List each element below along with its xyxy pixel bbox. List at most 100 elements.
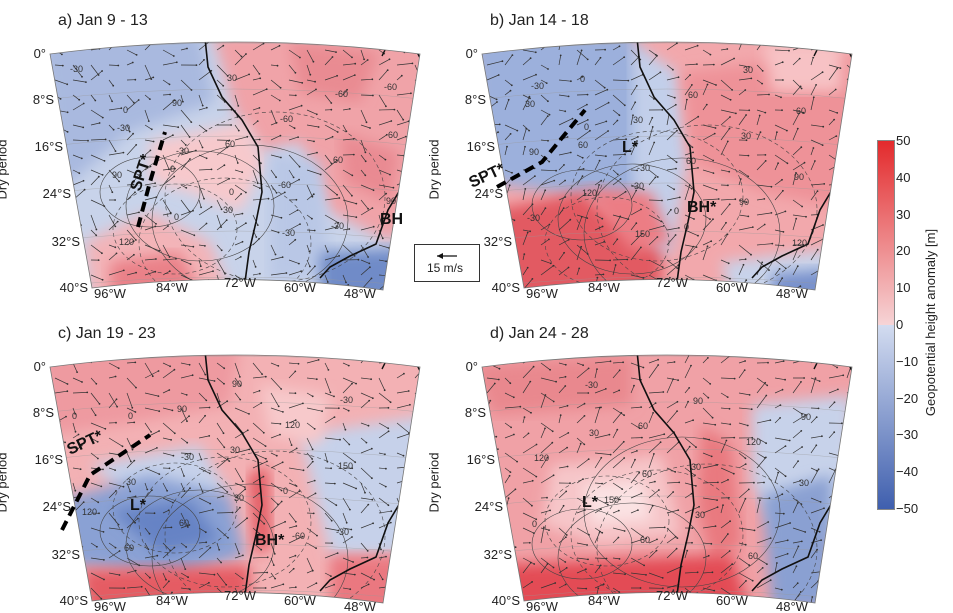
wind-vector [396,404,410,409]
wind-vector-head [656,176,659,178]
contour-label: -30 [282,228,295,238]
wind-vector-head [661,577,664,579]
wind-vector [54,467,63,477]
wind-vector [234,124,240,131]
wind-vector-head [239,384,242,387]
wind-vector-head [95,382,98,385]
wind-vector-head [716,464,718,466]
wind-vector-head [422,140,424,142]
wind-vector [630,422,640,429]
wind-vector-head [298,490,301,493]
wind-vector [558,55,562,66]
wind-vector-head [371,477,373,480]
wind-vector-head [842,589,845,592]
wind-vector [522,381,531,394]
wind-vector [720,222,727,231]
wind-vector [90,437,98,443]
wind-vector-head [636,450,638,452]
wind-vector-head [676,129,678,132]
wind-vector-head [418,136,420,138]
wind-vector [846,602,852,603]
wind-vector-head [747,154,750,157]
wind-vector [360,184,374,191]
wind-vector-head [686,549,689,552]
wind-vector-head [495,435,498,438]
wind-vector [396,602,403,603]
wind-vector-head [570,80,572,83]
wind-vector [90,452,99,459]
wind-vector-head [638,427,641,430]
wind-vector [306,184,313,197]
wind-vector-head [411,62,414,65]
wind-vector [648,539,658,544]
wind-vector-head [135,271,138,274]
annotation-l: L* [582,494,599,511]
wind-vector [216,542,220,550]
wind-vector-head [661,199,663,202]
wind-vector [846,471,851,484]
wind-vector [558,362,566,366]
wind-vector [234,94,239,107]
map-panel-d: 30 60 30 60 90 120 150 60 90 120 30 0 -30 60 30 L* d) Ja… [426,325,872,613]
grid-line [50,495,420,508]
wind-vector-head [409,403,411,406]
wind-vector-head [690,187,693,190]
wind-vector-head [333,416,336,418]
wind-vector [648,142,655,156]
wind-vector [846,459,850,469]
wind-vector [594,531,601,544]
wind-vector-head [231,511,234,514]
wind-vector-head [496,101,498,103]
wind-vector [774,49,790,52]
wind-vector-head [798,112,801,115]
wind-vector-head [747,175,750,178]
wind-vector-head [638,471,641,474]
wind-vector-head [688,184,691,187]
wind-vector [846,219,850,231]
wind-vector-head [855,181,857,183]
wind-vector-head [548,113,551,116]
wind-vector [198,497,211,504]
wind-vector-head [237,129,240,132]
wind-vector [360,467,373,479]
wind-vector-head [728,170,731,173]
wind-vector-head [553,179,556,182]
wind-vector-head [60,157,63,160]
wind-vector [360,266,371,276]
grid-line [482,88,852,101]
wind-vector [630,459,636,469]
wind-vector [594,180,602,186]
wind-vector-head [138,211,140,214]
wind-vector [540,510,551,514]
wind-vector-head [535,73,537,76]
wind-vector [162,547,175,559]
wind-vector-head [355,202,358,205]
wind-vector-head [169,365,172,368]
wind-vector-head [346,88,348,91]
wind-vector-head [129,490,132,493]
wind-vector [648,412,654,424]
wind-vector-head [138,564,141,567]
contour-line [164,111,386,283]
wind-vector-head [284,520,286,523]
contour-label: 60 [796,106,806,116]
wind-vector-head [781,388,784,391]
wind-vector-head [496,523,499,526]
wind-vector-head [425,39,427,41]
wind-vector [810,596,813,603]
wind-vector [72,254,80,261]
wind-vector-head [602,273,605,276]
contour-label: 60 [686,156,696,166]
wind-vector-head [605,155,607,158]
wind-vector-head [725,221,727,224]
wind-vector [558,152,571,156]
wind-vector [720,169,730,173]
wind-vector-head [744,457,747,460]
wind-vector [414,149,420,156]
wind-vector [216,45,224,51]
wind-vector [774,124,788,131]
wind-vector [270,542,276,555]
wind-vector-head [265,88,268,91]
wind-vector-head [530,561,532,564]
wind-vector [648,117,653,126]
